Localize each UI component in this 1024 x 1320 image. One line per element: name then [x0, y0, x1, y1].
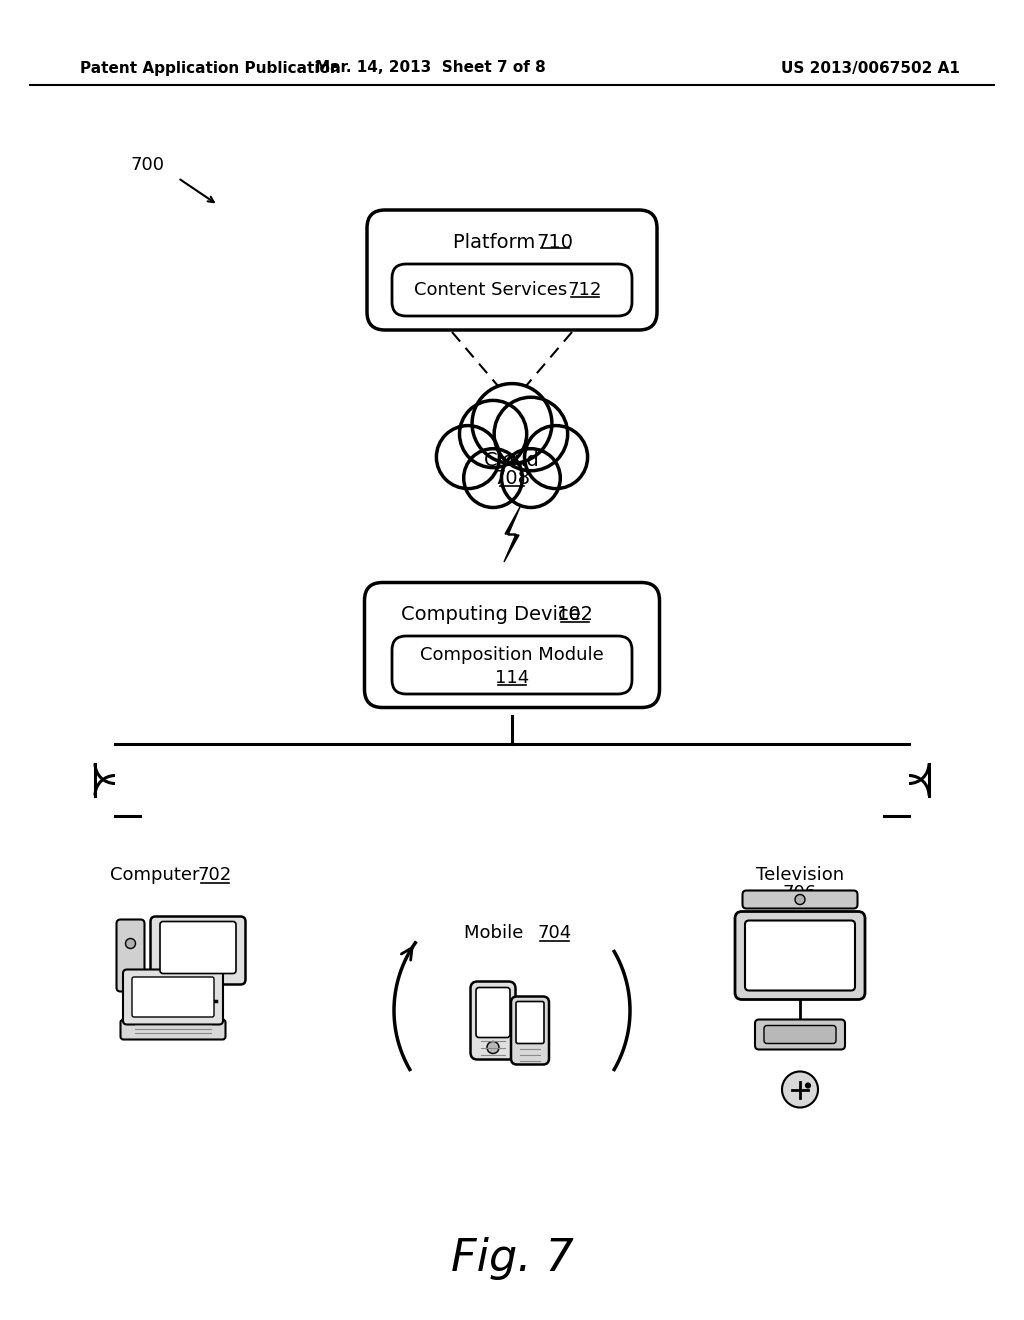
Circle shape — [472, 384, 552, 463]
FancyBboxPatch shape — [755, 1019, 845, 1049]
Text: Content Services: Content Services — [415, 281, 573, 300]
Circle shape — [487, 1041, 499, 1053]
Text: Mobile: Mobile — [465, 924, 529, 942]
Text: 114: 114 — [495, 669, 529, 686]
Text: 708: 708 — [494, 470, 530, 488]
FancyBboxPatch shape — [365, 582, 659, 708]
Text: 700: 700 — [130, 156, 164, 174]
Text: Platform: Platform — [453, 232, 542, 252]
FancyBboxPatch shape — [151, 916, 246, 985]
Text: Computer: Computer — [111, 866, 206, 884]
FancyBboxPatch shape — [511, 997, 549, 1064]
Text: Television: Television — [756, 866, 844, 884]
Circle shape — [464, 449, 522, 507]
FancyBboxPatch shape — [735, 912, 865, 999]
FancyBboxPatch shape — [121, 1019, 225, 1040]
Text: Mar. 14, 2013  Sheet 7 of 8: Mar. 14, 2013 Sheet 7 of 8 — [314, 61, 546, 75]
FancyBboxPatch shape — [745, 920, 855, 990]
FancyBboxPatch shape — [132, 977, 214, 1016]
FancyBboxPatch shape — [367, 210, 657, 330]
Circle shape — [782, 1072, 818, 1107]
FancyBboxPatch shape — [470, 982, 515, 1060]
Text: Cloud: Cloud — [484, 450, 540, 470]
Text: 712: 712 — [568, 281, 602, 300]
Circle shape — [460, 400, 526, 467]
FancyBboxPatch shape — [742, 891, 857, 908]
Text: 102: 102 — [556, 606, 594, 624]
Circle shape — [495, 397, 567, 471]
FancyBboxPatch shape — [392, 636, 632, 694]
Circle shape — [524, 425, 588, 488]
Circle shape — [436, 425, 500, 488]
FancyBboxPatch shape — [764, 1026, 836, 1044]
Circle shape — [806, 1082, 811, 1088]
FancyBboxPatch shape — [476, 987, 510, 1038]
FancyBboxPatch shape — [160, 921, 236, 974]
FancyBboxPatch shape — [392, 264, 632, 315]
Circle shape — [126, 939, 135, 949]
Text: 704: 704 — [538, 924, 572, 942]
Text: Patent Application Publication: Patent Application Publication — [80, 61, 341, 75]
Polygon shape — [504, 507, 520, 562]
Text: Composition Module: Composition Module — [420, 645, 604, 664]
Circle shape — [795, 895, 805, 904]
Text: 710: 710 — [537, 232, 573, 252]
Text: 706: 706 — [783, 884, 817, 903]
Text: Fig. 7: Fig. 7 — [451, 1237, 573, 1279]
Text: US 2013/0067502 A1: US 2013/0067502 A1 — [780, 61, 959, 75]
Circle shape — [502, 449, 560, 507]
FancyBboxPatch shape — [516, 1002, 544, 1044]
Text: 702: 702 — [198, 866, 232, 884]
Text: Computing Device: Computing Device — [401, 606, 587, 624]
FancyBboxPatch shape — [123, 969, 223, 1024]
FancyBboxPatch shape — [117, 920, 144, 991]
